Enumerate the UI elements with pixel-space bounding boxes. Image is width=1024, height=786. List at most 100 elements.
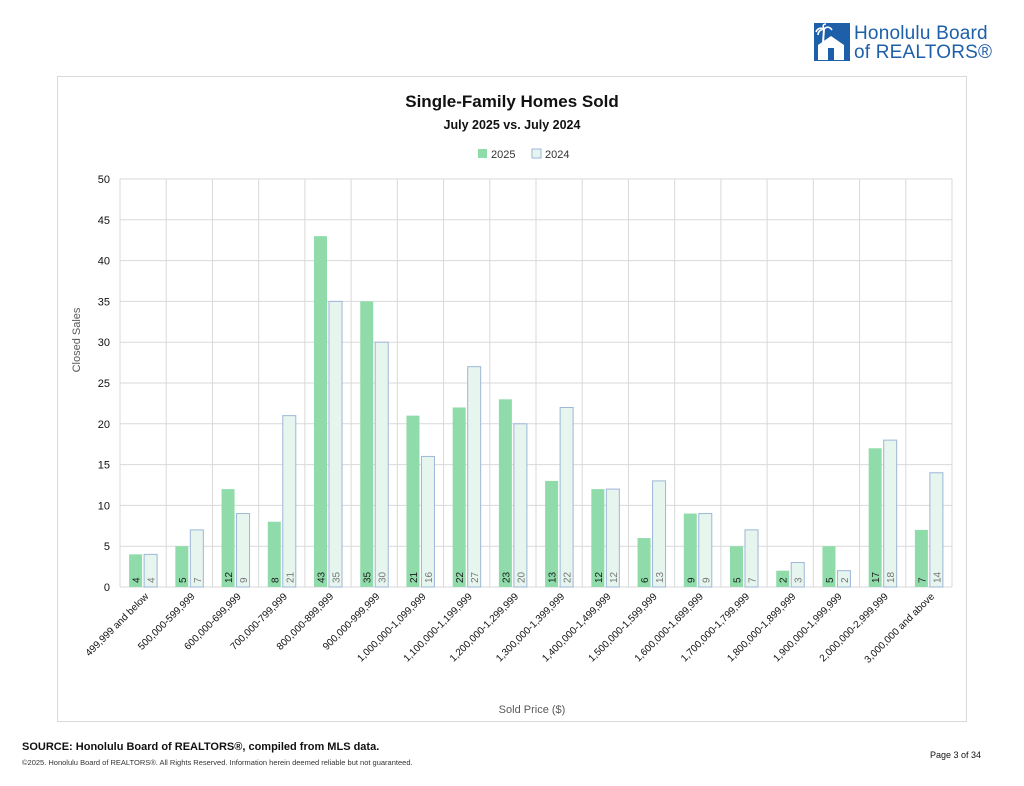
bar-2024 [698, 513, 713, 588]
logo-line-2: of REALTORS® [854, 42, 993, 63]
chart-gridlines [119, 178, 953, 588]
bar-data-label: 9 [701, 577, 712, 583]
y-tick-label: 5 [104, 541, 110, 553]
chart-legend: 2025 2024 [478, 148, 569, 161]
y-tick-label: 30 [98, 337, 110, 349]
bar-data-label: 7 [748, 577, 759, 583]
legend-label: 2025 [491, 149, 515, 161]
bar-2024 [189, 529, 204, 588]
bar-2024 [836, 570, 851, 588]
y-tick-label: 10 [98, 500, 110, 512]
legend-label: 2024 [545, 149, 569, 161]
page-number: Page 3 of 34 [930, 750, 982, 760]
bar-data-label: 23 [501, 571, 512, 583]
hbr-logo: Honolulu Board of REALTORS® [814, 22, 1014, 64]
chart-title: Single-Family Homes Sold [405, 92, 619, 111]
bar-data-label: 6 [640, 577, 651, 583]
y-tick-label: 40 [98, 256, 110, 268]
bar-2025 [221, 489, 235, 587]
bar-data-label: 2 [779, 577, 790, 583]
bar-2024 [744, 529, 759, 588]
legend-swatch-2025 [478, 149, 487, 158]
logo-text: Honolulu Board of REALTORS® [854, 24, 992, 62]
bar-2025 [498, 399, 512, 587]
bar-2024 [282, 415, 297, 588]
logo-house-palm-icon [814, 23, 850, 61]
y-tick-label: 45 [98, 215, 110, 227]
bar-data-label: 43 [317, 571, 328, 583]
bar-data-label: 16 [424, 571, 435, 583]
bar-2025 [314, 236, 327, 587]
logo-line-1: Honolulu Board [854, 23, 988, 44]
bar-2025 [822, 546, 836, 587]
y-tick-label: 20 [98, 419, 110, 431]
bar-2024 [790, 562, 805, 588]
copyright-note: ©2025. Honolulu Board of REALTORS®. All … [22, 758, 413, 767]
bar-data-label: 12 [594, 571, 605, 583]
bar-2024 [328, 300, 343, 588]
chart-frame: Single-Family Homes Sold July 2025 vs. J… [57, 76, 967, 722]
bar-2025 [683, 513, 697, 587]
x-axis-ticks: 499,999 and below500,000-599,999600,000-… [84, 591, 938, 666]
bar-2025 [868, 448, 882, 587]
source-note: SOURCE: Honolulu Board of REALTORS®, com… [22, 741, 380, 753]
bar-data-label: 4 [147, 577, 158, 583]
bar-2025 [591, 489, 605, 587]
bar-data-label: 12 [224, 571, 235, 583]
bar-data-label: 27 [470, 571, 481, 583]
bar-data-label: 7 [193, 577, 204, 583]
bar-data-label: 22 [563, 571, 574, 583]
bar-data-label: 9 [686, 577, 697, 583]
y-axis-ticks: 0 5 10 15 20 25 30 35 40 45 50 [98, 174, 110, 594]
legend-swatch-2024 [531, 148, 542, 159]
bar-data-label: 14 [932, 571, 943, 583]
bar-data-label: 35 [363, 571, 374, 583]
bar-2024 [605, 488, 620, 588]
bar-2025 [267, 521, 281, 587]
chart-subtitle: July 2025 vs. July 2024 [444, 118, 581, 132]
bar-2024 [929, 472, 944, 588]
bar-data-label: 21 [285, 571, 296, 583]
bar-2025 [545, 480, 559, 587]
x-axis-label: Sold Price ($) [499, 704, 566, 716]
bar-2024 [374, 341, 389, 588]
bar-2024 [420, 455, 435, 588]
y-tick-label: 35 [98, 296, 110, 308]
bar-data-label: 7 [917, 577, 928, 583]
bar-data-label: 3 [794, 577, 805, 583]
y-tick-label: 15 [98, 460, 110, 472]
bar-data-label: 2 [840, 577, 851, 583]
bar-data-label: 18 [886, 571, 897, 583]
bar-data-label: 21 [409, 571, 420, 583]
bar-data-label: 17 [871, 571, 882, 583]
y-axis-label: Closed Sales [71, 307, 83, 372]
bar-2025 [452, 407, 466, 587]
bar-data-label: 13 [655, 571, 666, 583]
bar-2025 [360, 301, 374, 587]
bar-2025 [637, 538, 651, 587]
bar-data-label: 8 [270, 577, 281, 583]
bar-data-label: 12 [609, 571, 620, 583]
bar-data-label: 22 [455, 571, 466, 583]
bar-2025 [406, 415, 420, 587]
bar-2025 [730, 546, 743, 587]
bar-data-label: 5 [733, 577, 744, 583]
y-tick-label: 50 [98, 174, 110, 186]
bar-data-label: 30 [378, 571, 389, 583]
bar-2024 [883, 439, 898, 588]
bar-2024 [559, 406, 574, 588]
bar-chart: Single-Family Homes Sold July 2025 vs. J… [71, 92, 953, 716]
bar-2024 [467, 366, 482, 588]
chart-bars: 4 4 5 7 12 9 8 21 43 35 35 30 21 16 22 27 23 20 13 22 12 12 6 1… [129, 236, 944, 588]
bar-data-label: 9 [239, 577, 250, 583]
y-tick-label: 25 [98, 378, 110, 390]
bar-2025 [776, 570, 790, 587]
bar-data-label: 13 [548, 571, 559, 583]
bar-data-label: 35 [332, 571, 343, 583]
bar-2025 [129, 554, 143, 587]
bar-2024 [513, 423, 528, 588]
bar-2024 [236, 513, 251, 588]
bar-2024 [652, 480, 667, 588]
bar-2025 [914, 529, 928, 587]
bar-2025 [175, 546, 189, 587]
